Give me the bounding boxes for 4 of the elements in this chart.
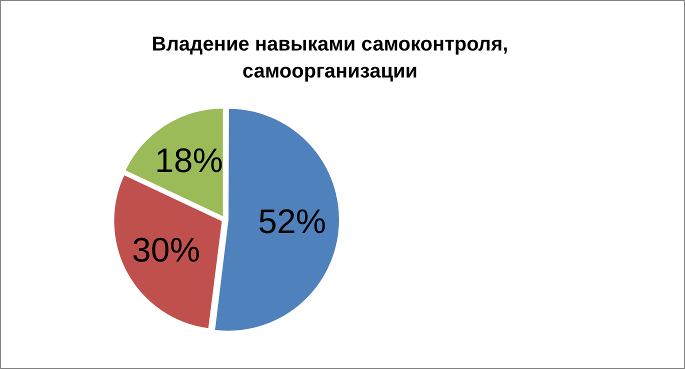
chart-title: Владение навыками самоконтроля, самоорганизации [152, 34, 508, 83]
data-label: 30% [132, 231, 200, 270]
data-label: 18% [154, 142, 223, 180]
data-label: 52% [258, 203, 326, 242]
